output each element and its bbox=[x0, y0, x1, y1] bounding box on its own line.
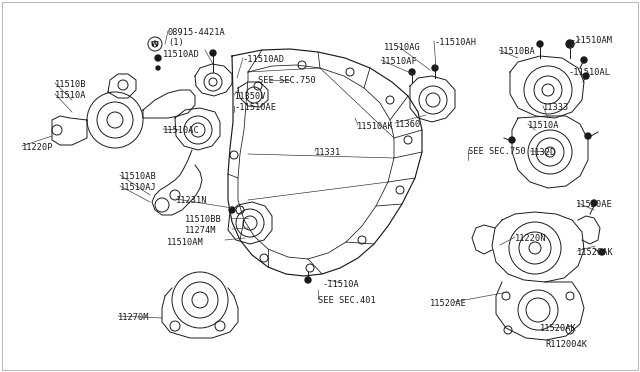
Text: 11333: 11333 bbox=[543, 103, 569, 112]
Text: I1350V: I1350V bbox=[234, 92, 266, 101]
Text: 11510AJ: 11510AJ bbox=[120, 183, 157, 192]
Text: 1132D: 1132D bbox=[530, 148, 556, 157]
Text: 11520AE: 11520AE bbox=[576, 200, 612, 209]
Text: 11274M: 11274M bbox=[185, 226, 216, 235]
Text: 11520AK: 11520AK bbox=[577, 248, 614, 257]
Text: 11220P: 11220P bbox=[22, 143, 54, 152]
Text: 11510AM: 11510AM bbox=[167, 238, 204, 247]
Circle shape bbox=[432, 65, 438, 71]
Text: 11510A: 11510A bbox=[55, 91, 86, 100]
Text: -11510AM: -11510AM bbox=[570, 36, 612, 45]
Text: 11510AB: 11510AB bbox=[120, 172, 157, 181]
Text: -11510AL: -11510AL bbox=[569, 68, 611, 77]
Circle shape bbox=[409, 69, 415, 75]
Text: SEE SEC.750: SEE SEC.750 bbox=[468, 147, 525, 156]
Circle shape bbox=[509, 137, 515, 143]
Text: 11220N: 11220N bbox=[515, 234, 547, 243]
Text: SEE SEC.750: SEE SEC.750 bbox=[258, 76, 316, 85]
Circle shape bbox=[210, 50, 216, 56]
Text: 11520AE: 11520AE bbox=[430, 299, 467, 308]
Circle shape bbox=[155, 55, 161, 61]
Text: -11510AD: -11510AD bbox=[243, 55, 285, 64]
Text: 11510AF: 11510AF bbox=[381, 57, 418, 66]
Text: 11510AG: 11510AG bbox=[384, 43, 420, 52]
Text: 11231N: 11231N bbox=[176, 196, 207, 205]
Text: 11270M: 11270M bbox=[118, 313, 150, 322]
Circle shape bbox=[585, 133, 591, 139]
Circle shape bbox=[156, 66, 160, 70]
Circle shape bbox=[537, 41, 543, 47]
Text: 11331: 11331 bbox=[315, 148, 341, 157]
Text: -11510A: -11510A bbox=[323, 280, 360, 289]
Text: 11510B: 11510B bbox=[55, 80, 86, 89]
Text: SEE SEC.401: SEE SEC.401 bbox=[318, 296, 376, 305]
Text: 11520AK: 11520AK bbox=[540, 324, 577, 333]
Text: -11510AE: -11510AE bbox=[234, 103, 276, 112]
Text: 11510AD: 11510AD bbox=[163, 50, 200, 59]
Circle shape bbox=[583, 73, 589, 79]
Text: W: W bbox=[151, 41, 159, 47]
Text: 11360: 11360 bbox=[395, 120, 421, 129]
Text: 11510BB: 11510BB bbox=[185, 215, 221, 224]
Text: 11510BA: 11510BA bbox=[499, 47, 536, 56]
Text: (1): (1) bbox=[168, 38, 184, 47]
Text: 11510AK: 11510AK bbox=[357, 122, 394, 131]
Text: R112004K: R112004K bbox=[545, 340, 587, 349]
Circle shape bbox=[599, 249, 605, 255]
Text: -11510AH: -11510AH bbox=[434, 38, 476, 47]
Circle shape bbox=[229, 207, 235, 213]
Circle shape bbox=[591, 200, 597, 206]
Circle shape bbox=[581, 57, 587, 63]
Circle shape bbox=[566, 40, 574, 48]
Text: 11510AC: 11510AC bbox=[163, 126, 200, 135]
Circle shape bbox=[305, 277, 311, 283]
Text: 08915-4421A: 08915-4421A bbox=[168, 28, 226, 37]
Text: 11510A: 11510A bbox=[528, 121, 559, 130]
